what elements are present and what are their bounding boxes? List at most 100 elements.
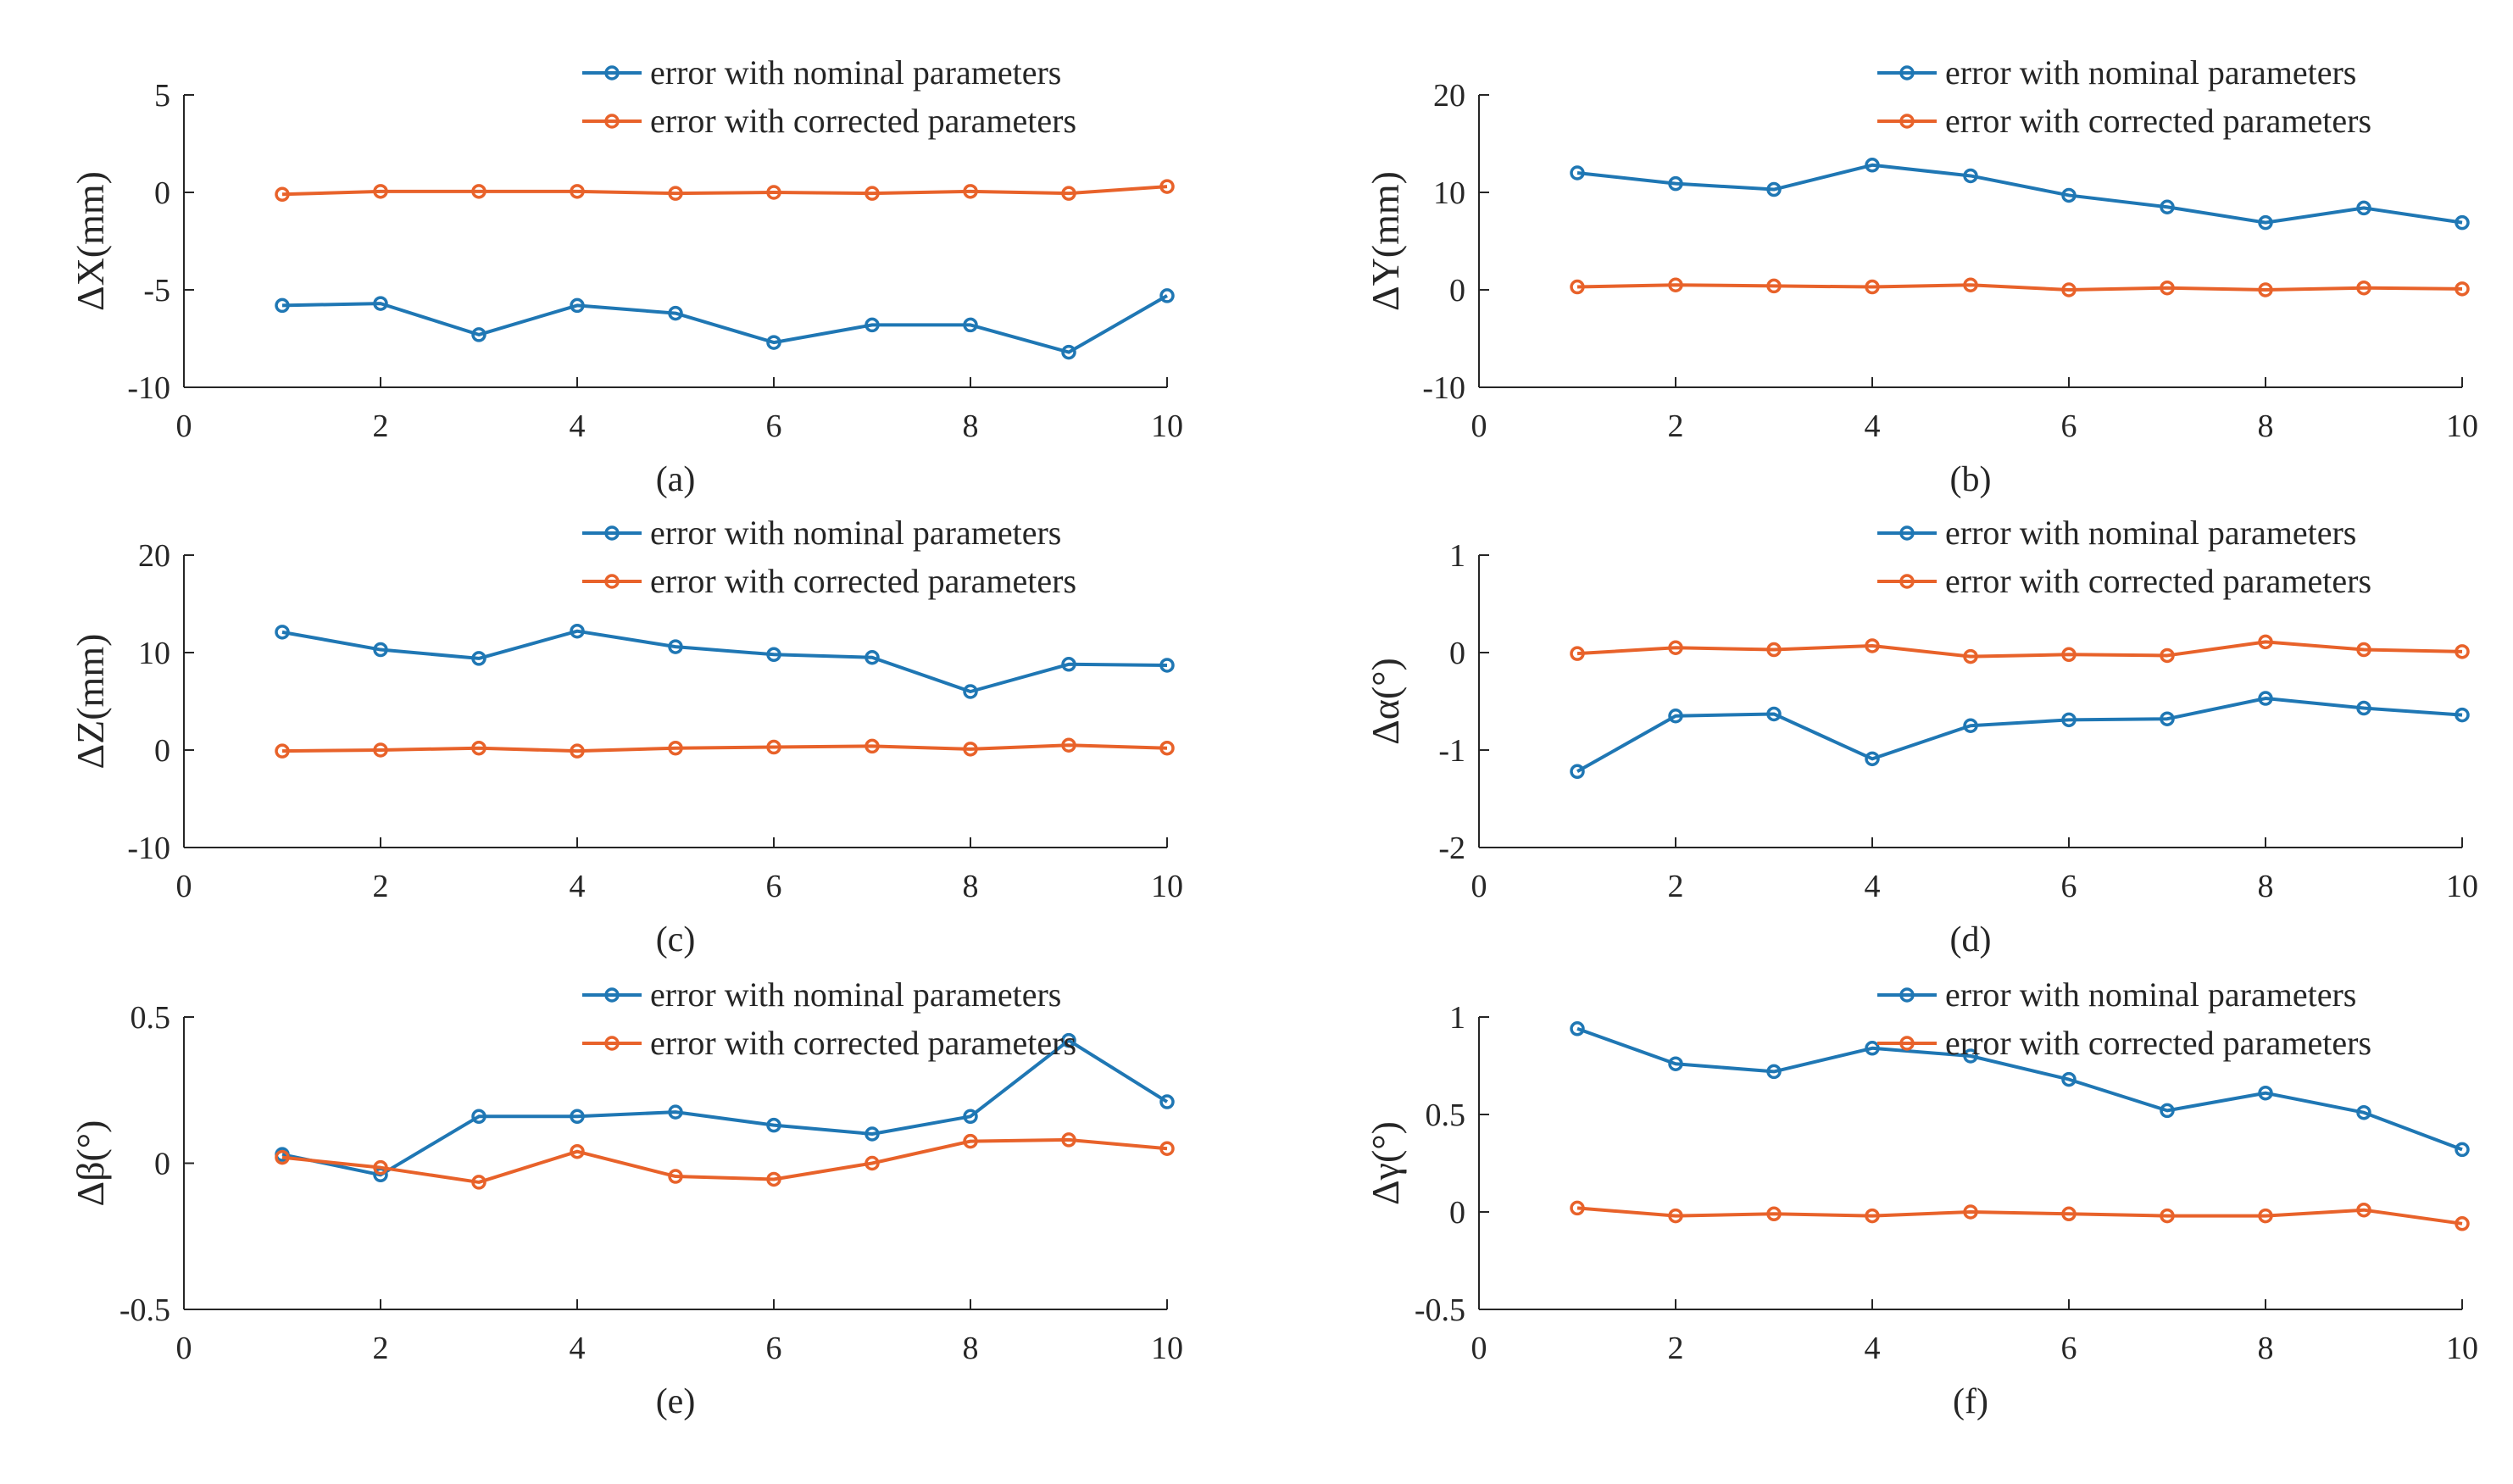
y-axis-label: ΔZ(mm) (69, 634, 112, 770)
x-tick-label: 0 (1471, 1331, 1487, 1366)
legend-marker (1899, 987, 1915, 1003)
x-tick-label: 10 (2446, 1331, 2478, 1366)
data-point-nominal (471, 1109, 486, 1125)
data-point-corrected (2356, 280, 2371, 296)
data-point-nominal (275, 625, 290, 640)
data-point-corrected (2160, 648, 2175, 664)
data-point-corrected (865, 186, 880, 201)
data-point-nominal (2258, 214, 2273, 231)
series-line-corrected (281, 1137, 1168, 1184)
data-point-nominal (373, 642, 388, 658)
data-point-nominal (2455, 214, 2470, 231)
data-point-corrected (766, 739, 781, 755)
data-point-corrected (963, 1133, 978, 1149)
panel-caption: (c) (656, 920, 696, 959)
y-tick-label: -10 (127, 370, 170, 406)
legend-marker (1899, 574, 1915, 589)
y-tick-label: 20 (1433, 78, 1465, 114)
panel-caption: (e) (656, 1382, 696, 1421)
series-line-nominal (1576, 1026, 2463, 1152)
y-axis-label: Δγ(°) (1364, 1121, 1407, 1205)
y-tick-label: 0 (1449, 273, 1465, 308)
data-point-nominal (2160, 199, 2175, 214)
y-axis-label: Δβ(°) (69, 1120, 112, 1206)
data-point-nominal (1963, 1048, 1978, 1064)
x-tick-label: 8 (2258, 869, 2274, 904)
series-line-corrected (281, 743, 1168, 753)
y-tick-label: 1 (1449, 1000, 1465, 1036)
data-point-nominal (865, 317, 880, 333)
y-tick-label: 1 (1449, 538, 1465, 574)
x-tick-label: 4 (570, 1331, 586, 1366)
series-line-nominal (1576, 163, 2463, 225)
data-point-corrected (1963, 277, 1978, 292)
legend-label: error with corrected parameters (1945, 1024, 2371, 1062)
y-tick-label: 20 (138, 538, 170, 574)
data-point-nominal (1159, 658, 1175, 673)
data-point-nominal (2061, 187, 2077, 203)
data-point-corrected (1159, 179, 1175, 194)
data-point-corrected (668, 186, 683, 201)
data-point-corrected (1963, 648, 1978, 664)
data-point-corrected (2258, 1208, 2273, 1224)
data-point-corrected (2356, 1202, 2371, 1218)
y-axis-label: ΔY(mm) (1364, 171, 1407, 311)
legend-label: error with corrected parameters (650, 1024, 1076, 1062)
y-tick-label: -10 (127, 831, 170, 866)
panel-caption: (f) (1953, 1382, 1988, 1421)
series-line-nominal (1576, 697, 2463, 774)
data-point-nominal (668, 305, 683, 321)
data-point-corrected (1061, 1132, 1076, 1148)
data-point-corrected (275, 743, 290, 759)
data-point-nominal (1570, 165, 1585, 181)
legend-marker (604, 574, 620, 589)
data-point-corrected (2258, 282, 2273, 297)
data-point-nominal (1865, 158, 1880, 173)
x-tick-label: 2 (1668, 1331, 1684, 1366)
data-point-nominal (2061, 712, 2077, 728)
x-tick-label: 6 (2061, 869, 2077, 904)
data-point-corrected (1766, 642, 1782, 658)
x-tick-label: 0 (1471, 869, 1487, 904)
data-point-corrected (1668, 277, 1683, 292)
series-line-corrected (1576, 1206, 2463, 1226)
x-tick-label: 4 (1865, 1331, 1881, 1366)
data-point-corrected (2061, 282, 2077, 297)
data-point-corrected (373, 1159, 388, 1176)
data-point-corrected (2455, 281, 2470, 297)
data-point-corrected (1061, 737, 1076, 753)
data-point-corrected (2061, 1206, 2077, 1222)
data-point-corrected (275, 1149, 290, 1165)
data-point-nominal (2356, 1104, 2371, 1120)
x-tick-label: 6 (766, 1331, 782, 1366)
data-point-corrected (471, 740, 486, 756)
y-tick-label: 10 (138, 636, 170, 671)
data-point-corrected (1159, 1141, 1175, 1156)
data-point-nominal (963, 317, 978, 333)
x-tick-label: 2 (1668, 409, 1684, 444)
x-tick-label: 6 (2061, 409, 2077, 444)
data-point-nominal (2061, 1071, 2077, 1087)
legend-label: error with nominal parameters (650, 514, 1061, 552)
series-line-nominal (281, 294, 1168, 354)
x-tick-label: 2 (373, 869, 389, 904)
panel-caption: (d) (1950, 920, 1992, 959)
x-tick-label: 4 (570, 409, 586, 444)
data-point-nominal (2356, 200, 2371, 216)
data-point-nominal (1766, 181, 1782, 197)
data-point-corrected (2455, 644, 2470, 659)
panel-caption: (a) (656, 460, 696, 499)
x-tick-label: 8 (2258, 409, 2274, 444)
data-point-nominal (1668, 175, 1683, 192)
data-point-nominal (1668, 1056, 1683, 1071)
x-tick-label: 2 (1668, 869, 1684, 904)
series-line-corrected (1576, 640, 2463, 659)
data-point-corrected (1865, 1208, 1880, 1224)
x-tick-label: 8 (963, 409, 979, 444)
data-point-nominal (570, 623, 585, 639)
data-point-corrected (1963, 1204, 1978, 1220)
x-tick-label: 4 (570, 869, 586, 904)
x-tick-label: 0 (1471, 409, 1487, 444)
